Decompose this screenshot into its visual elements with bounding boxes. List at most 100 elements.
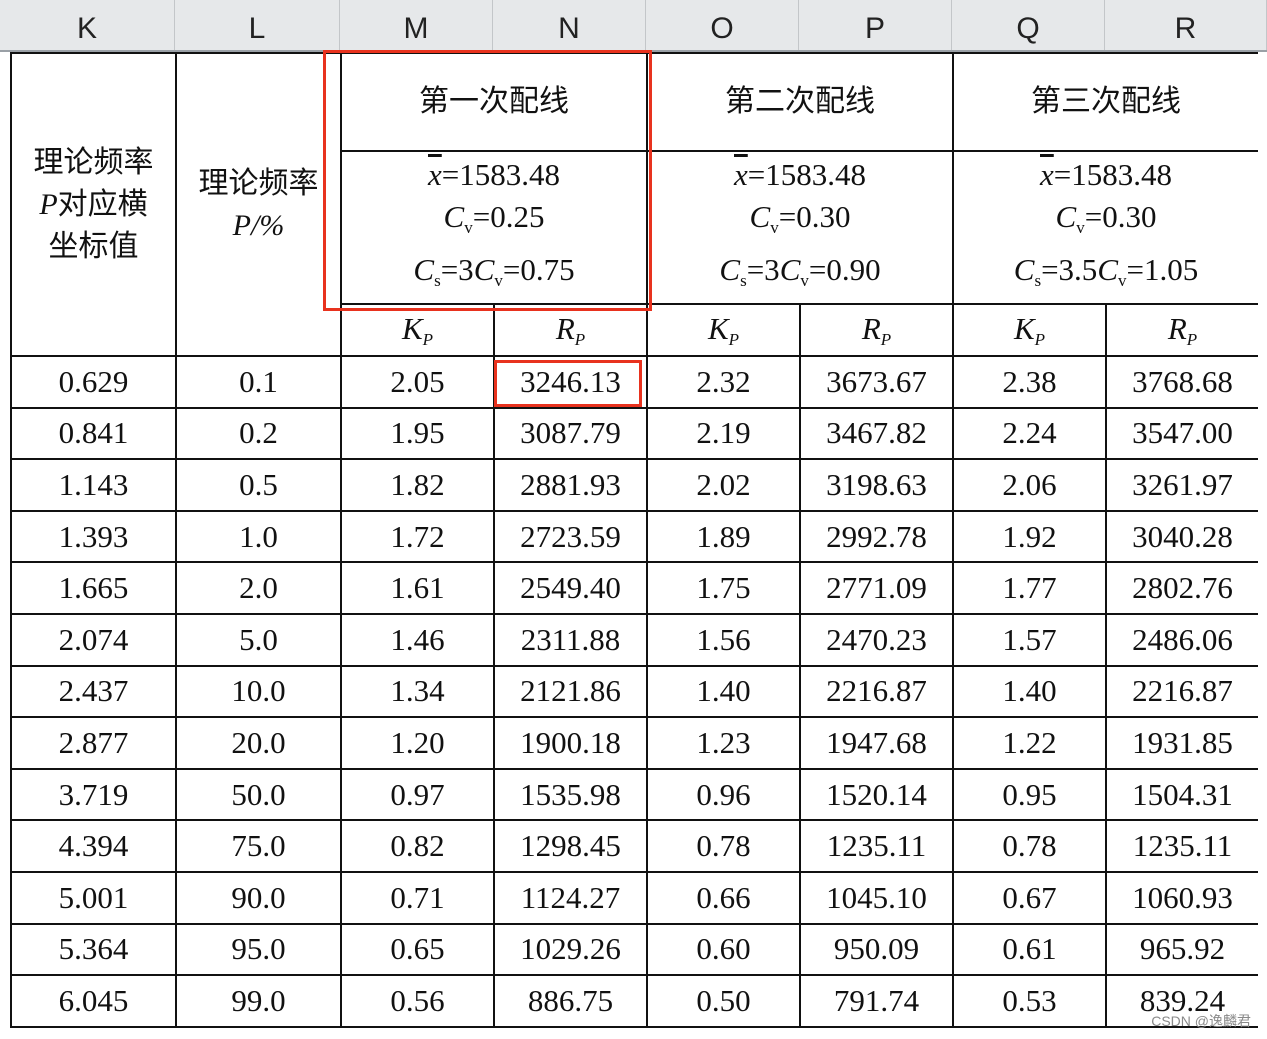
- cell-q[interactable]: 2.06: [952, 458, 1107, 512]
- column-header-m[interactable]: M: [340, 0, 493, 50]
- cell-r[interactable]: 1060.93: [1105, 870, 1260, 925]
- cell-m[interactable]: 1.72: [340, 509, 495, 564]
- cell-l[interactable]: 0.1: [175, 355, 342, 409]
- header-k[interactable]: 理论频率 P对应横 坐标值: [10, 52, 177, 357]
- column-header-n[interactable]: N: [493, 0, 646, 50]
- cell-p[interactable]: 1520.14: [799, 767, 954, 822]
- cell-k[interactable]: 2.877: [10, 716, 177, 770]
- cell-k[interactable]: 5.001: [10, 870, 177, 925]
- cell-l[interactable]: 0.2: [175, 406, 342, 461]
- cell-k[interactable]: 2.074: [10, 612, 177, 667]
- header-l[interactable]: 理论频率 P/%: [175, 52, 342, 357]
- cell-q[interactable]: 0.95: [952, 767, 1107, 822]
- cell-m[interactable]: 0.71: [340, 870, 495, 925]
- cell-r[interactable]: 3547.00: [1105, 406, 1260, 461]
- cell-r[interactable]: 839.24: [1105, 974, 1260, 1028]
- cell-l[interactable]: 50.0: [175, 767, 342, 822]
- cell-q[interactable]: 0.78: [952, 819, 1107, 873]
- group-params-2[interactable]: x=1583.48 Cv=0.30 Cs=3Cv=0.90: [646, 150, 954, 305]
- cell-m[interactable]: 0.82: [340, 819, 495, 873]
- cell-n[interactable]: 886.75: [493, 974, 648, 1028]
- rp-header[interactable]: RP: [1105, 303, 1260, 357]
- cell-p[interactable]: 2470.23: [799, 612, 954, 667]
- cell-m[interactable]: 1.46: [340, 612, 495, 667]
- cell-r[interactable]: 2486.06: [1105, 612, 1260, 667]
- cell-r[interactable]: 1931.85: [1105, 716, 1260, 770]
- cell-m[interactable]: 2.05: [340, 355, 495, 409]
- cell-n[interactable]: 1029.26: [493, 922, 648, 977]
- cell-q[interactable]: 2.38: [952, 355, 1107, 409]
- cell-l[interactable]: 75.0: [175, 819, 342, 873]
- cell-k[interactable]: 4.394: [10, 819, 177, 873]
- cell-n[interactable]: 2121.86: [493, 664, 648, 719]
- group-title-1[interactable]: 第一次配线: [340, 52, 648, 152]
- cell-o[interactable]: 2.19: [646, 406, 801, 461]
- cell-o[interactable]: 0.60: [646, 922, 801, 977]
- rp-header[interactable]: RP: [493, 303, 648, 357]
- cell-k[interactable]: 6.045: [10, 974, 177, 1028]
- cell-q[interactable]: 1.92: [952, 509, 1107, 564]
- cell-l[interactable]: 10.0: [175, 664, 342, 719]
- cell-r[interactable]: 1504.31: [1105, 767, 1260, 822]
- column-header-p[interactable]: P: [799, 0, 952, 50]
- cell-l[interactable]: 2.0: [175, 561, 342, 615]
- cell-q[interactable]: 0.67: [952, 870, 1107, 925]
- cell-q[interactable]: 1.77: [952, 561, 1107, 615]
- cell-m[interactable]: 1.82: [340, 458, 495, 512]
- group-title-3[interactable]: 第三次配线: [952, 52, 1260, 152]
- column-header-l[interactable]: L: [175, 0, 340, 50]
- cell-o[interactable]: 1.75: [646, 561, 801, 615]
- column-header-q[interactable]: Q: [952, 0, 1105, 50]
- cell-m[interactable]: 0.56: [340, 974, 495, 1028]
- cell-o[interactable]: 1.56: [646, 612, 801, 667]
- cell-k[interactable]: 1.393: [10, 509, 177, 564]
- cell-p[interactable]: 2992.78: [799, 509, 954, 564]
- group-params-1[interactable]: x=1583.48 Cv=0.25 Cs=3Cv=0.75: [340, 150, 648, 305]
- cell-n[interactable]: 1535.98: [493, 767, 648, 822]
- cell-n[interactable]: 1298.45: [493, 819, 648, 873]
- cell-r[interactable]: 2216.87: [1105, 664, 1260, 719]
- cell-k[interactable]: 5.364: [10, 922, 177, 977]
- cell-m[interactable]: 1.61: [340, 561, 495, 615]
- cell-r[interactable]: 965.92: [1105, 922, 1260, 977]
- cell-l[interactable]: 90.0: [175, 870, 342, 925]
- cell-q[interactable]: 2.24: [952, 406, 1107, 461]
- cell-k[interactable]: 0.629: [10, 355, 177, 409]
- kp-header[interactable]: KP: [952, 303, 1107, 357]
- cell-r[interactable]: 3261.97: [1105, 458, 1260, 512]
- cell-q[interactable]: 1.57: [952, 612, 1107, 667]
- group-params-3[interactable]: x=1583.48 Cv=0.30 Cs=3.5Cv=1.05: [952, 150, 1260, 305]
- cell-q[interactable]: 0.61: [952, 922, 1107, 977]
- rp-header[interactable]: RP: [799, 303, 954, 357]
- cell-r[interactable]: 3040.28: [1105, 509, 1260, 564]
- cell-k[interactable]: 0.841: [10, 406, 177, 461]
- cell-l[interactable]: 99.0: [175, 974, 342, 1028]
- cell-p[interactable]: 3673.67: [799, 355, 954, 409]
- cell-p[interactable]: 3198.63: [799, 458, 954, 512]
- cell-o[interactable]: 0.96: [646, 767, 801, 822]
- cell-l[interactable]: 5.0: [175, 612, 342, 667]
- cell-n[interactable]: 1900.18: [493, 716, 648, 770]
- cell-o[interactable]: 0.78: [646, 819, 801, 873]
- cell-o[interactable]: 1.89: [646, 509, 801, 564]
- kp-header[interactable]: KP: [646, 303, 801, 357]
- column-header-r[interactable]: R: [1105, 0, 1267, 50]
- cell-m[interactable]: 0.97: [340, 767, 495, 822]
- column-header-k[interactable]: K: [0, 0, 175, 50]
- cell-o[interactable]: 1.40: [646, 664, 801, 719]
- cell-l[interactable]: 95.0: [175, 922, 342, 977]
- column-header-o[interactable]: O: [646, 0, 799, 50]
- cell-p[interactable]: 2771.09: [799, 561, 954, 615]
- cell-o[interactable]: 0.66: [646, 870, 801, 925]
- cell-q[interactable]: 1.22: [952, 716, 1107, 770]
- cell-r[interactable]: 1235.11: [1105, 819, 1260, 873]
- cell-p[interactable]: 3467.82: [799, 406, 954, 461]
- cell-n[interactable]: 2549.40: [493, 561, 648, 615]
- cell-k[interactable]: 1.143: [10, 458, 177, 512]
- cell-n[interactable]: 2723.59: [493, 509, 648, 564]
- cell-q[interactable]: 1.40: [952, 664, 1107, 719]
- cell-l[interactable]: 0.5: [175, 458, 342, 512]
- cell-q[interactable]: 0.53: [952, 974, 1107, 1028]
- cell-k[interactable]: 2.437: [10, 664, 177, 719]
- cell-p[interactable]: 950.09: [799, 922, 954, 977]
